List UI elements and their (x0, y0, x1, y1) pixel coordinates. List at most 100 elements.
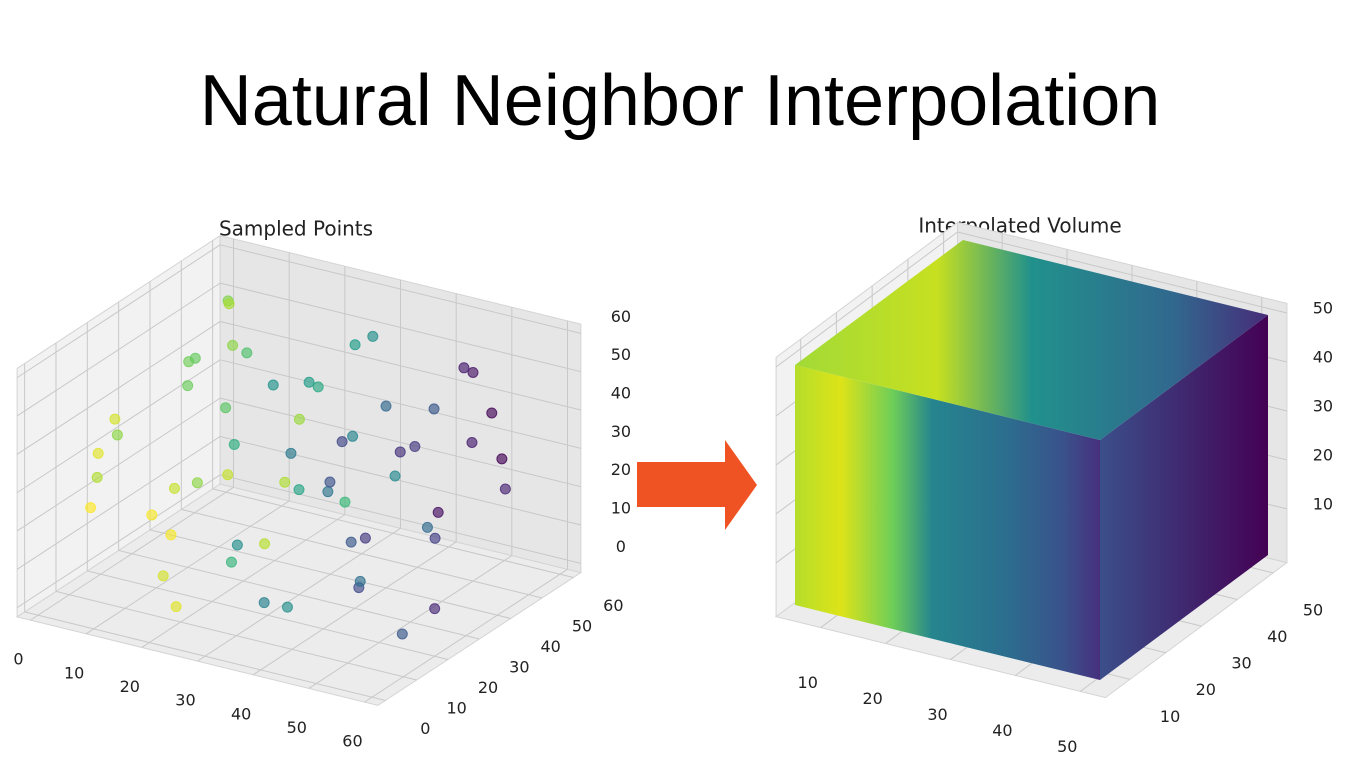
point (428, 403, 440, 415)
point (486, 407, 498, 419)
point (354, 575, 366, 587)
point (91, 471, 103, 483)
grid-line (16, 282, 221, 417)
tick-label: 20 (1313, 445, 1333, 464)
point (223, 298, 235, 310)
grid-line (24, 611, 386, 701)
point (429, 532, 441, 544)
grid-line (775, 231, 958, 368)
tick-label: 60 (342, 732, 362, 751)
tick-label: 40 (611, 384, 631, 403)
tick-label: 50 (1303, 600, 1323, 619)
tick-label: 30 (1231, 654, 1251, 673)
point (281, 601, 293, 613)
point (432, 506, 444, 518)
point (336, 436, 348, 448)
volume-front (795, 365, 1100, 680)
grid-line (16, 321, 221, 455)
point (109, 413, 121, 425)
point (396, 628, 408, 640)
point (220, 402, 232, 414)
tick-label: 0 (616, 537, 626, 556)
grid-line (220, 397, 581, 488)
point (85, 502, 97, 514)
point (499, 483, 511, 495)
point (421, 521, 433, 533)
point (312, 381, 324, 393)
tick-label: 50 (572, 616, 592, 635)
point (241, 347, 253, 359)
grid-line (55, 590, 417, 681)
grid-line (212, 488, 574, 578)
tick-label: 10 (798, 673, 818, 692)
tick-label: 40 (1313, 347, 1333, 366)
point (285, 447, 297, 459)
grid-line (16, 474, 221, 609)
tick-label: 50 (611, 345, 631, 364)
tick-label: 40 (992, 721, 1012, 740)
point (458, 362, 470, 374)
point (168, 482, 180, 494)
point (303, 376, 315, 388)
point (389, 470, 401, 482)
arrow (637, 440, 757, 530)
point (496, 453, 508, 465)
tick-label: 60 (611, 307, 631, 326)
point (380, 400, 392, 412)
tick-label: 40 (1267, 627, 1287, 646)
point (322, 486, 334, 498)
grid-line (181, 508, 543, 599)
tick-label: 20 (862, 689, 882, 708)
point (225, 556, 237, 568)
grid-line (220, 359, 581, 449)
grid-line (220, 244, 581, 334)
point (231, 539, 243, 551)
grid-line (220, 474, 581, 564)
point (293, 484, 305, 496)
tick-label: 10 (611, 499, 631, 518)
grid-line (220, 320, 581, 411)
point (111, 429, 123, 441)
point (394, 446, 406, 458)
tick-label: 40 (541, 637, 561, 656)
point (466, 436, 478, 448)
grid-line (220, 435, 581, 526)
tick-label: 30 (175, 691, 195, 710)
point (293, 413, 305, 425)
point (345, 536, 357, 548)
point (339, 496, 351, 508)
tick-label: 30 (509, 657, 529, 676)
chart-title: Sampled Points (219, 217, 373, 241)
grid-line (87, 570, 449, 660)
point (429, 603, 441, 615)
tick-label: 10 (447, 698, 467, 717)
point (182, 380, 194, 392)
tick-label: 10 (1313, 494, 1333, 513)
point (347, 430, 359, 442)
point (92, 447, 104, 459)
volume-top (795, 240, 1268, 440)
point (259, 538, 271, 550)
tick-label: 0 (13, 650, 23, 669)
volume-side (1100, 315, 1268, 680)
point (409, 441, 421, 453)
tick-label: 30 (927, 705, 947, 724)
point (157, 570, 169, 582)
slide-title: Natural Neighbor Interpolation (200, 61, 1161, 141)
point (146, 509, 158, 521)
grid-line (16, 244, 221, 379)
point (258, 597, 270, 609)
point (267, 379, 279, 391)
grid-line (118, 549, 480, 640)
point (165, 529, 177, 541)
point (279, 476, 291, 488)
tick-label: 10 (64, 663, 84, 682)
tick-label: 30 (611, 422, 631, 441)
tick-label: 20 (478, 678, 498, 697)
point (170, 601, 182, 613)
grid-line (16, 436, 221, 570)
point (349, 339, 361, 351)
point (367, 330, 379, 342)
tick-label: 10 (1160, 707, 1180, 726)
